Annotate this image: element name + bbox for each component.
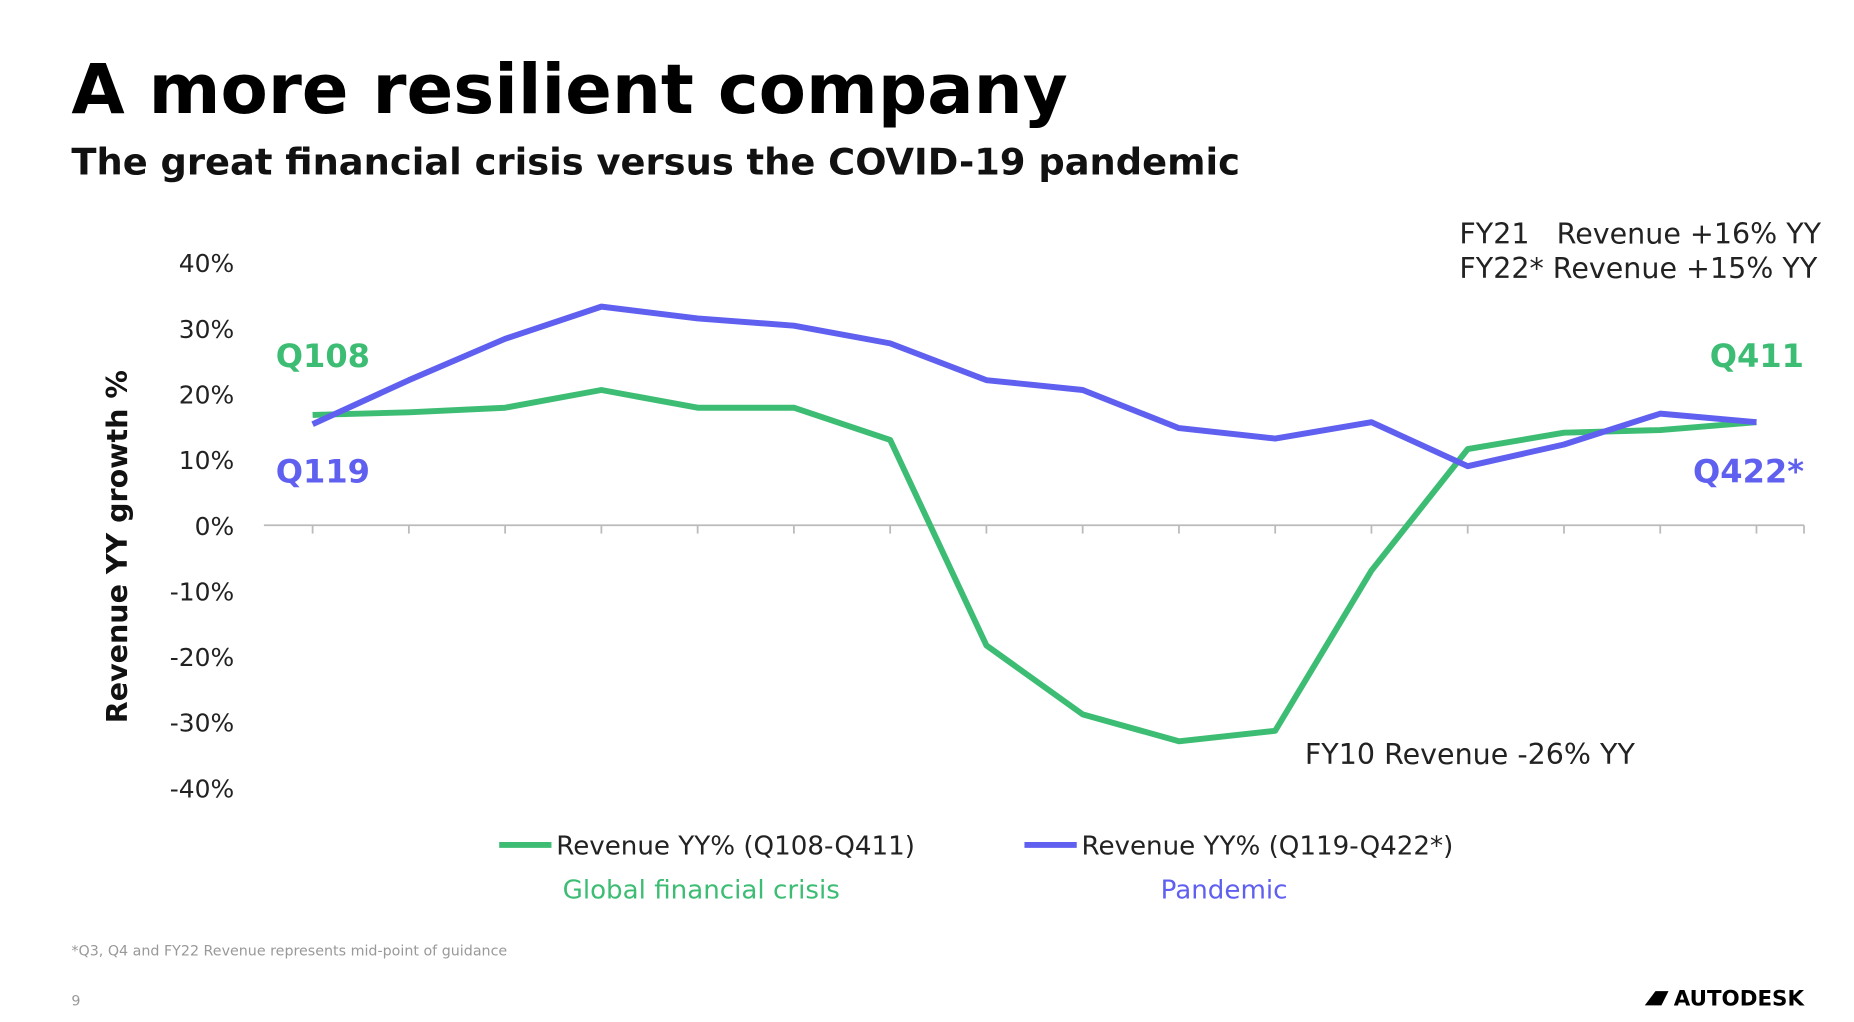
y-tick-label: -20%: [170, 643, 234, 672]
legend-group: Pandemic: [1161, 875, 1288, 905]
y-tick-label: 30%: [179, 315, 234, 344]
y-axis-label: Revenue YY growth %: [101, 370, 134, 723]
y-tick-label: -40%: [170, 774, 234, 803]
annotation: Q411: [1710, 337, 1804, 375]
annotation: FY10 Revenue -26% YY: [1305, 738, 1636, 771]
annotation: Q119: [276, 452, 370, 490]
annotation: Q422*: [1693, 452, 1804, 490]
y-tick-label: -30%: [170, 709, 234, 738]
logo-mark: [1644, 991, 1669, 1006]
y-tick-label: 40%: [179, 249, 234, 278]
series-line: [311, 303, 1757, 470]
y-tick-label: 20%: [179, 380, 234, 409]
plot: 40% 30% 20% 10% 0% -10% -20% -30% -40% Revenue YY…: [170, 218, 1822, 906]
legend-label: Revenue YY% (Q119-Q422*): [1081, 831, 1453, 861]
legend-label: Revenue YY% (Q108-Q411): [556, 831, 915, 861]
y-tick-label: -10%: [170, 577, 234, 606]
logo: AUTODESK: [1674, 986, 1806, 1011]
legend-group: Global financial crisis: [563, 875, 840, 905]
title: A more resilient company: [71, 50, 1067, 130]
footnote: *Q3, Q4 and FY22 Revenue represents mid-…: [71, 943, 507, 959]
page-number: 9: [71, 993, 80, 1009]
annotation: FY21 Revenue +16% YY: [1459, 218, 1821, 251]
annotation: Q108: [276, 337, 370, 375]
annotation: FY22* Revenue +15% YY: [1459, 252, 1817, 285]
y-tick-label: 10%: [179, 446, 234, 475]
y-tick-label: 0%: [195, 512, 235, 541]
series-line: [312, 387, 1757, 745]
subtitle: The great financial crisis versus the CO…: [71, 141, 1240, 184]
